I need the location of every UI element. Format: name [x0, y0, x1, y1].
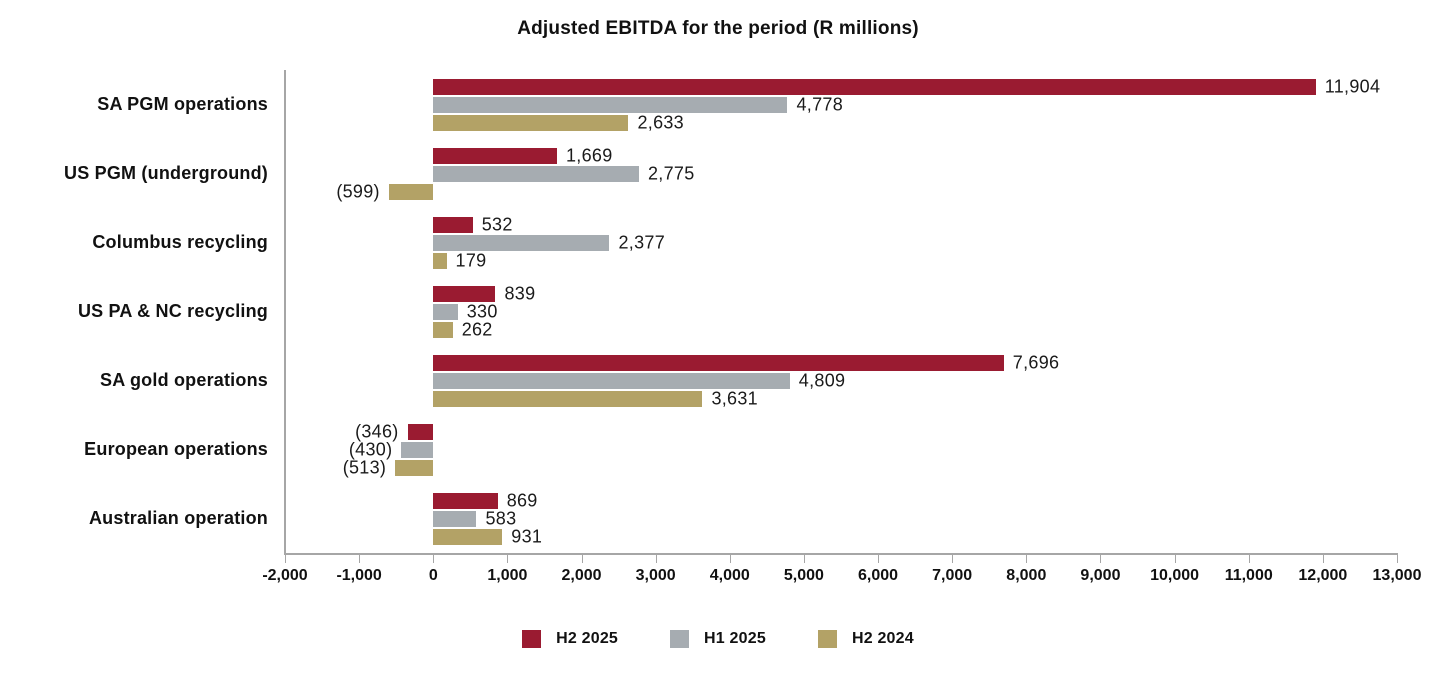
value-label: 4,778: [796, 94, 844, 114]
category-label: SA PGM operations: [97, 94, 268, 114]
axis-tick-label: 9,000: [1080, 567, 1121, 584]
value-label: 2,775: [647, 163, 695, 183]
value-label: 2,377: [618, 232, 666, 252]
axis-tick: [285, 554, 286, 563]
bar: [433, 216, 473, 233]
axis-tick: [655, 554, 657, 563]
axis-tick-label: 7,000: [932, 567, 973, 584]
value-label: (513): [342, 457, 387, 477]
bar: [433, 321, 453, 338]
axis-tick-label: -2,000: [262, 567, 308, 584]
x-axis-line: [284, 553, 1398, 555]
axis-tick: [878, 554, 880, 563]
legend-label: H2 2024: [851, 630, 914, 647]
legend-label: H1 2025: [704, 630, 766, 647]
axis-tick-label: 4,000: [709, 567, 750, 584]
axis-tick: [952, 554, 954, 563]
value-label: 532: [481, 214, 513, 234]
value-label: 1,669: [565, 145, 613, 165]
category-label: Australian operation: [88, 508, 268, 528]
bar: [401, 441, 434, 458]
bar: [433, 510, 477, 527]
axis-tick: [1248, 554, 1250, 563]
bar: [433, 390, 703, 407]
value-label: 179: [455, 250, 487, 270]
axis-tick: [1322, 554, 1324, 563]
bar: [433, 165, 639, 182]
axis-tick: [433, 554, 435, 563]
bar: [388, 183, 434, 200]
bar: [433, 234, 610, 251]
value-label: 330: [466, 301, 498, 321]
value-label: 931: [511, 526, 543, 546]
bar: [407, 423, 434, 440]
value-label: 583: [485, 508, 517, 528]
bar: [433, 114, 629, 131]
bar: [433, 528, 503, 545]
bar: [433, 354, 1004, 371]
axis-tick: [359, 554, 361, 563]
value-label: 839: [504, 283, 536, 303]
category-label: Columbus recycling: [92, 232, 268, 252]
bar: [433, 372, 790, 389]
y-axis-line: [284, 70, 286, 554]
axis-tick: [1026, 554, 1028, 563]
axis-tick-label: 0: [428, 567, 438, 584]
axis-tick: [803, 554, 805, 563]
legend-swatch: [817, 630, 837, 648]
bar: [433, 78, 1316, 95]
axis-tick: [581, 554, 583, 563]
bar: [433, 303, 458, 320]
bar: [433, 252, 447, 269]
value-label: 262: [461, 319, 493, 339]
axis-tick-label: 12,000: [1298, 567, 1348, 584]
value-label: 3,631: [711, 388, 758, 408]
legend-swatch: [670, 630, 690, 648]
value-label: (599): [336, 181, 380, 201]
legend-item: H2 2024: [817, 630, 914, 648]
bar: [433, 147, 557, 164]
axis-tick-label: -1,000: [336, 567, 382, 584]
value-label: (430): [348, 439, 393, 459]
axis-tick-label: 3,000: [635, 567, 676, 584]
axis-tick-label: 11,000: [1224, 567, 1273, 584]
axis-tick: [1100, 554, 1102, 563]
value-label: 869: [506, 490, 538, 510]
axis-tick-label: 10,000: [1150, 567, 1200, 584]
axis-tick-label: 5,000: [783, 567, 824, 584]
axis-tick: [1174, 554, 1176, 563]
value-label: (346): [355, 421, 399, 441]
legend-item: H2 2025: [522, 630, 618, 648]
value-label: 7,696: [1012, 352, 1060, 372]
axis-tick: [1397, 554, 1398, 563]
axis-tick-label: 2,000: [561, 567, 602, 584]
chart-title: Adjusted EBITDA for the period (R millio…: [517, 18, 919, 39]
category-label: US PA & NC recycling: [77, 301, 268, 321]
category-label: US PGM (underground): [64, 163, 268, 183]
bar: [395, 459, 434, 476]
category-label: SA gold operations: [100, 370, 268, 390]
legend-item: H1 2025: [670, 630, 766, 648]
value-label: 11,904: [1324, 76, 1381, 96]
value-label: 4,809: [798, 370, 846, 390]
axis-tick-label: 6,000: [858, 567, 899, 584]
axis-tick-label: 13,000: [1372, 567, 1422, 584]
bar: [433, 96, 788, 113]
bar: [433, 492, 498, 509]
axis-tick: [729, 554, 731, 563]
axis-tick-label: 1,000: [487, 567, 528, 584]
axis-tick-label: 8,000: [1006, 567, 1047, 584]
value-label: 2,633: [637, 112, 684, 132]
legend-swatch: [522, 630, 542, 648]
category-label: European operations: [84, 439, 268, 459]
bar: [433, 285, 496, 302]
legend-label: H2 2025: [556, 630, 619, 647]
legend: H2 2025 H1 2025 H2 2024: [0, 626, 1436, 652]
axis-tick: [507, 554, 509, 563]
